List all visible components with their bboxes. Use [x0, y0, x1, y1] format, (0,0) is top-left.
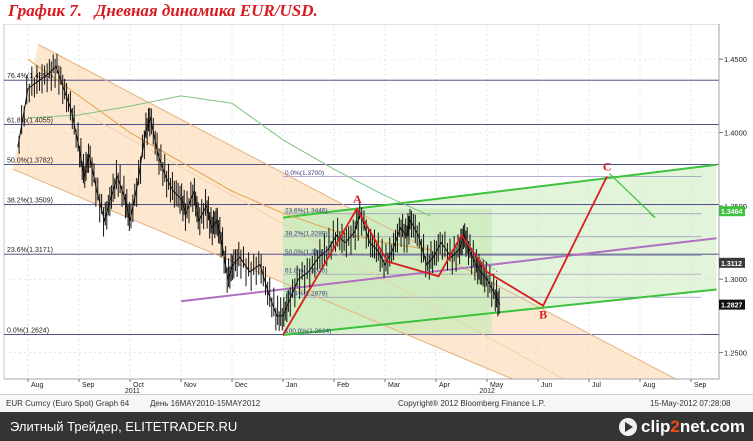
- y-tick-label: 1.2500: [724, 349, 747, 358]
- fib-level-label: 76.4%(1.4357): [7, 73, 53, 80]
- x-tick-label: Jan: [286, 382, 297, 389]
- dashed-arrow: [471, 249, 498, 273]
- x-tick-label: Jun: [541, 382, 552, 389]
- x-tick-label: Oct: [133, 382, 144, 389]
- x-tick-label: Sep: [82, 382, 95, 389]
- price-tag: [719, 206, 745, 217]
- moving-average-green: [27, 95, 432, 217]
- price-tag-label: 1.2827: [721, 303, 743, 310]
- fib-level-label: 23.6%(1.3171): [7, 247, 53, 254]
- x-tick-label: Jul: [592, 382, 601, 389]
- wave-label-b: B: [539, 308, 547, 322]
- play-icon: [619, 418, 638, 436]
- x-tick-label: Sep: [694, 382, 707, 389]
- fib-level-label: 38.2%(1.3509): [7, 198, 53, 205]
- x-tick-label: Aug: [643, 382, 656, 389]
- x-tick-label: Aug: [31, 382, 44, 389]
- fib-level-label: 61.8%(1.4055): [7, 117, 53, 124]
- fib-proj-label: 61.8%(1.3035): [285, 268, 328, 275]
- source-bar: Элитный Трейдер, ELITETRADER.RU clip2net…: [0, 412, 753, 441]
- price-line: [17, 65, 501, 317]
- price-tag: [719, 257, 745, 268]
- price-tag-label: 1.3464: [721, 209, 743, 216]
- x-tick-label: Nov: [184, 382, 197, 389]
- x-tick-label: Dec: [235, 382, 248, 389]
- x-tick-label: May: [490, 382, 504, 389]
- year-label: 2011: [125, 388, 140, 394]
- target-arrow-line: [608, 173, 656, 219]
- chart-title: График 7. Дневная динамика EUR/USD.: [8, 1, 318, 20]
- up-channel-upper: [282, 163, 717, 219]
- chart-footer: EUR Curncy (Euro Spot) Graph 64 День 16M…: [0, 394, 753, 412]
- x-tick-label: Mar: [388, 382, 401, 389]
- fib-proj-label: 76.4%(1.2878): [285, 291, 328, 298]
- y-tick-label: 1.3000: [724, 275, 747, 284]
- target-arrowhead: [648, 211, 656, 218]
- up-channel-lower: [282, 288, 717, 336]
- fib-level-label: 50.0%(1.3782): [7, 158, 53, 165]
- y-tick-label: 1.4500: [724, 55, 747, 64]
- x-tick-label: Feb: [337, 382, 349, 389]
- wave-label-c: C: [603, 160, 612, 174]
- forecast-path: [282, 176, 608, 336]
- fib-level-label: 0.0%(1.2624): [7, 327, 49, 334]
- footer-security: EUR Curncy (Euro Spot) Graph 64: [6, 399, 130, 408]
- x-tick-label: Apr: [439, 382, 451, 389]
- fib-proj-label: 100.0%(1.2624): [285, 328, 331, 335]
- wave-label-a: A: [353, 192, 362, 206]
- fib-proj-label: 23.6%(1.3446): [285, 207, 328, 214]
- y-tick-label: 1.4000: [724, 129, 747, 138]
- footer-timestamp: 15-May-2012 07:28:08: [650, 399, 731, 408]
- price-tag: [719, 299, 745, 310]
- clip2net-logo: clip2net.com: [619, 416, 745, 438]
- fib-proj-label: 50.0%(1.3162): [285, 249, 328, 256]
- footer-range: День 16MAY2010-15MAY2012: [150, 399, 261, 408]
- price-chart: 76.4%(1.4357) 61.8%(1.4055) 50.0%(1.3782) 3…: [3, 24, 747, 394]
- down-channel-mid: [78, 110, 564, 379]
- purple-trend-line: [180, 237, 717, 303]
- fib-proj-label: 38.2%(1.3289): [285, 230, 328, 237]
- price-tag-label: 1.3112: [721, 261, 742, 268]
- footer-copyright: Copyright® 2012 Bloomberg Finance L.P.: [398, 399, 546, 408]
- source-caption: Элитный Трейдер, ELITETRADER.RU: [10, 419, 238, 434]
- fib-proj-label: 0.0%(1.3700): [285, 170, 324, 177]
- year-label: 2012: [479, 388, 495, 394]
